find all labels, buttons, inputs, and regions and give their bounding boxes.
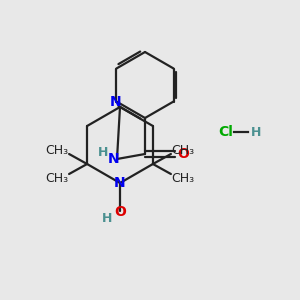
Text: CH₃: CH₃ <box>171 172 194 184</box>
Text: N: N <box>114 176 126 190</box>
Text: O: O <box>114 205 126 219</box>
Text: Cl: Cl <box>219 125 233 139</box>
Text: CH₃: CH₃ <box>46 143 69 157</box>
Text: N: N <box>110 94 121 109</box>
Text: H: H <box>251 125 261 139</box>
Text: H: H <box>98 146 108 158</box>
Text: CH₃: CH₃ <box>171 143 194 157</box>
Text: H: H <box>102 212 112 226</box>
Text: CH₃: CH₃ <box>46 172 69 184</box>
Text: O: O <box>177 147 189 161</box>
Text: N: N <box>108 152 120 166</box>
